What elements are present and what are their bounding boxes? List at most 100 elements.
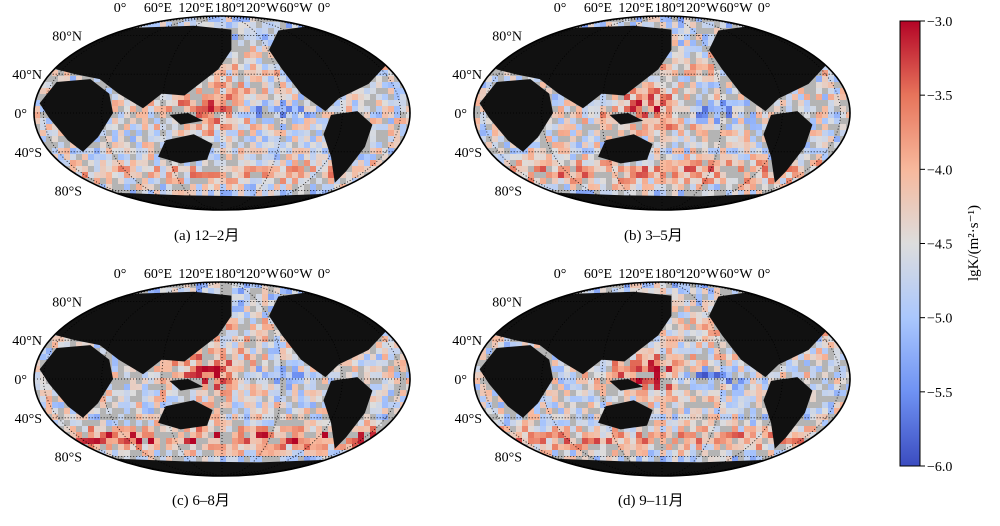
data-cell — [702, 360, 708, 366]
data-cell — [708, 118, 714, 124]
data-cell — [762, 154, 768, 160]
data-cell — [660, 16, 666, 22]
data-cell — [648, 366, 654, 372]
data-cell — [714, 372, 720, 378]
data-cell — [726, 408, 732, 414]
data-cell — [786, 172, 792, 178]
data-cell — [244, 88, 250, 94]
data-cell — [244, 70, 250, 76]
data-cell — [660, 438, 666, 444]
data-cell — [166, 288, 172, 294]
continent-landmass — [479, 79, 553, 152]
data-cell — [660, 414, 666, 420]
data-cell — [672, 142, 678, 148]
data-cell — [238, 82, 244, 88]
data-cell — [810, 408, 816, 414]
data-cell — [166, 100, 172, 106]
data-cell — [648, 390, 654, 396]
data-cell — [214, 160, 220, 166]
data-cell — [648, 414, 654, 420]
data-cell — [184, 372, 190, 378]
data-cell — [612, 184, 618, 190]
data-cell — [630, 190, 636, 196]
data-cell — [166, 366, 172, 372]
data-cell — [40, 82, 46, 88]
data-cell — [286, 148, 292, 154]
data-cell — [480, 106, 486, 112]
longitude-label: 120°E — [178, 1, 213, 16]
data-cell — [400, 124, 406, 130]
data-cell — [316, 142, 322, 148]
data-cell — [762, 414, 768, 420]
data-cell — [846, 112, 850, 118]
data-cell — [630, 390, 636, 396]
data-cell — [184, 16, 190, 22]
data-cell — [678, 318, 684, 324]
data-cell — [480, 348, 486, 354]
data-cell — [118, 112, 124, 118]
data-cell — [516, 76, 522, 82]
data-cell — [690, 88, 696, 94]
data-cell — [256, 52, 262, 58]
data-cell — [232, 318, 238, 324]
data-cell — [522, 426, 528, 432]
data-cell — [190, 372, 196, 378]
data-cell — [702, 64, 708, 70]
data-cell — [738, 112, 744, 118]
data-cell — [322, 184, 328, 190]
data-cell — [504, 336, 510, 342]
data-cell — [112, 136, 118, 142]
data-cell — [834, 76, 840, 82]
data-cell — [232, 306, 238, 312]
data-cell — [660, 100, 666, 106]
data-cell — [52, 70, 58, 76]
longitude-label: 120°E — [618, 1, 653, 16]
data-cell — [612, 22, 618, 28]
data-cell — [690, 456, 696, 462]
data-cell — [756, 166, 762, 172]
data-cell — [810, 372, 816, 378]
data-cell — [262, 124, 268, 130]
data-cell — [510, 154, 516, 160]
data-cell — [226, 130, 232, 136]
data-cell — [232, 294, 238, 300]
data-cell — [672, 160, 678, 166]
data-cell — [316, 438, 322, 444]
data-cell — [816, 94, 822, 100]
data-cell — [346, 178, 352, 184]
data-cell — [58, 142, 64, 148]
data-cell — [582, 390, 588, 396]
data-cell — [666, 94, 672, 100]
data-cell — [582, 106, 588, 112]
data-cell — [178, 438, 184, 444]
data-cell — [238, 154, 244, 160]
data-cell — [382, 100, 388, 106]
data-cell — [274, 64, 280, 70]
data-cell — [552, 100, 558, 106]
data-cell — [388, 106, 394, 112]
data-cell — [618, 366, 624, 372]
data-cell — [46, 124, 52, 130]
data-cell — [714, 438, 720, 444]
data-cell — [552, 166, 558, 172]
data-cell — [274, 354, 280, 360]
data-cell — [376, 100, 382, 106]
data-cell — [142, 450, 148, 456]
data-cell — [732, 432, 738, 438]
data-cell — [582, 190, 588, 196]
data-cell — [678, 100, 684, 106]
data-cell — [702, 172, 708, 178]
data-cell — [648, 282, 654, 288]
data-cell — [124, 166, 130, 172]
data-cell — [202, 390, 208, 396]
data-cell — [672, 378, 678, 384]
colorbar-tick-label: −4.0 — [927, 163, 952, 178]
data-cell — [262, 378, 268, 384]
data-cell — [148, 154, 154, 160]
data-cell — [828, 130, 834, 136]
data-cell — [678, 324, 684, 330]
data-cell — [214, 70, 220, 76]
data-cell — [612, 432, 618, 438]
data-cell — [370, 432, 376, 438]
data-cell — [660, 130, 666, 136]
